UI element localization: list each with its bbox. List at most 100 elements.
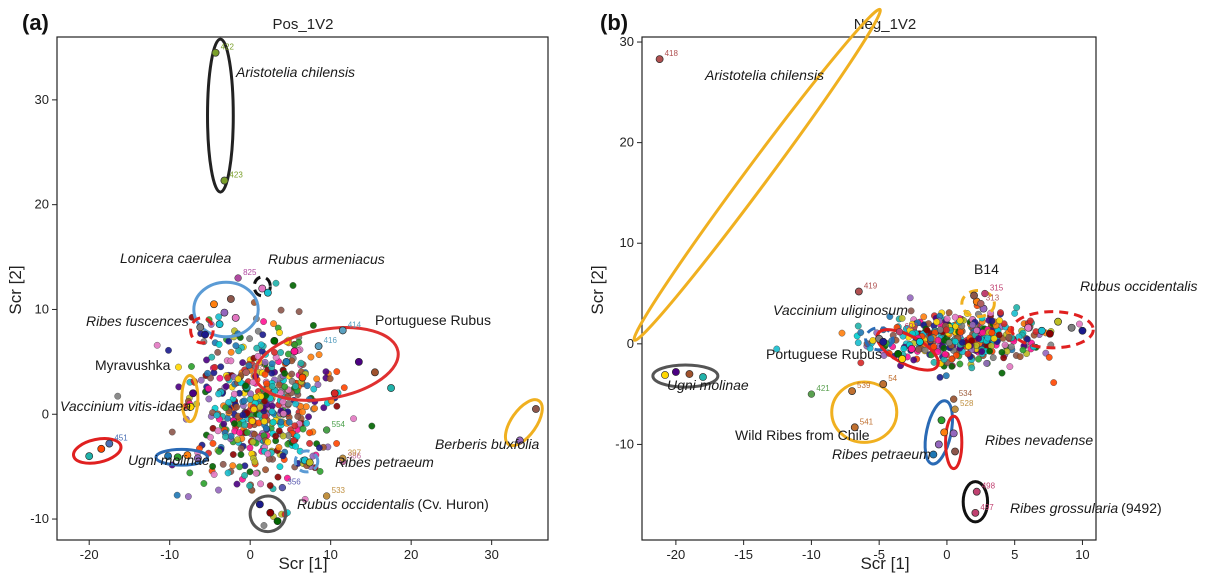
group-point — [699, 373, 707, 381]
background-point — [948, 362, 956, 370]
background-point — [205, 385, 212, 392]
background-point — [1019, 346, 1027, 354]
labeled-point — [951, 405, 959, 413]
background-point — [224, 374, 231, 382]
background-point — [306, 440, 313, 447]
labeled-point — [278, 483, 287, 492]
background-point — [210, 471, 218, 478]
background-point — [936, 373, 944, 381]
group-point — [354, 357, 363, 366]
background-point — [266, 482, 274, 489]
background-point — [241, 421, 249, 429]
y-tick-label: 20 — [35, 197, 49, 212]
point-label: 356 — [287, 478, 301, 487]
group-point — [371, 368, 379, 377]
background-point — [208, 353, 216, 361]
y-tick-label: 0 — [42, 406, 49, 421]
background-point — [314, 381, 322, 389]
background-point — [927, 335, 935, 343]
background-point — [246, 444, 254, 452]
panel-b-ylabel: Scr [2] — [588, 265, 607, 314]
background-point — [310, 385, 318, 393]
background-point — [311, 404, 319, 412]
background-point — [978, 348, 986, 355]
background-point — [229, 462, 237, 470]
background-point — [274, 473, 282, 481]
group-point — [263, 288, 272, 297]
point-label: 422 — [221, 43, 235, 52]
background-point — [340, 384, 348, 392]
background-point — [288, 370, 296, 378]
background-point — [229, 451, 237, 458]
background-point — [973, 327, 981, 334]
x-tick-label: 30 — [484, 547, 498, 562]
labeled-point — [242, 368, 250, 376]
background-point — [930, 358, 938, 366]
background-point — [277, 306, 285, 314]
panel-b-letter: (b) — [600, 10, 628, 35]
background-point — [930, 343, 938, 350]
group-point — [193, 454, 202, 463]
group-point — [266, 508, 275, 517]
background-point — [165, 346, 172, 354]
background-point — [263, 380, 271, 388]
ann-b-ribes-nevadense: Ribes nevadense — [985, 432, 1093, 448]
background-point — [261, 371, 269, 378]
labeled-point — [848, 387, 856, 395]
background-point — [279, 452, 287, 460]
background-point — [173, 491, 181, 499]
background-point — [945, 309, 953, 317]
background-point — [923, 326, 931, 334]
y-tick-label: 30 — [620, 34, 634, 49]
panel-b: (b) Neg_1V2 -20 -15 -10 -5 0 5 10 -10 0 10 20 30 41… — [588, 7, 1198, 573]
ann-a-rubus-armeniacus: Rubus armeniacus — [268, 251, 385, 267]
labeled-point — [977, 299, 985, 308]
group-point — [1078, 326, 1087, 335]
background-point — [969, 321, 976, 329]
background-point — [975, 335, 983, 342]
background-point — [227, 432, 235, 440]
background-point — [281, 370, 289, 377]
background-point — [197, 376, 205, 384]
group-ellipse — [864, 326, 895, 352]
background-point — [940, 344, 948, 352]
panel-a-annotations: Aristotelia chilensis Lonicera caerulea … — [60, 64, 539, 512]
panel-a-ticks: -20 -10 0 10 20 30 -10 0 10 20 30 — [30, 92, 499, 562]
background-point — [168, 428, 176, 436]
background-point — [241, 472, 248, 479]
background-point — [998, 348, 1006, 356]
ann-b-aristotelia: Aristotelia chilensis — [704, 67, 824, 83]
group-point — [970, 291, 978, 300]
background-point — [934, 336, 942, 344]
group-point — [685, 370, 694, 378]
background-point — [333, 440, 340, 447]
group-point — [894, 349, 903, 358]
ann-b-ribes-grossularia: Ribes grossularia (9492) — [1010, 500, 1162, 516]
background-point — [225, 399, 233, 406]
background-point — [869, 337, 877, 344]
background-point — [288, 377, 296, 385]
background-point — [303, 419, 310, 427]
panel-b-ticks: -20 -15 -10 -5 0 5 10 -10 0 10 20 30 — [615, 34, 1089, 562]
background-point — [307, 353, 315, 361]
background-point — [297, 359, 305, 367]
x-tick-label: -15 — [734, 547, 753, 562]
background-point — [279, 432, 287, 440]
y-tick-label: 20 — [620, 135, 634, 150]
background-point — [951, 313, 959, 321]
background-point — [305, 413, 312, 421]
group-point — [270, 336, 279, 345]
ann-a-portuguese-rubus: Portuguese Rubus — [375, 312, 491, 328]
panel-a-title: Pos_1V2 — [273, 16, 334, 33]
background-point — [215, 390, 223, 398]
labeled-point — [234, 274, 242, 282]
x-tick-label: -5 — [873, 547, 885, 562]
point-label: 603 — [904, 322, 918, 331]
group-point — [387, 384, 395, 392]
background-point — [322, 368, 330, 376]
group-ellipse — [503, 398, 544, 448]
labeled-point — [855, 287, 863, 296]
background-point — [983, 359, 990, 367]
